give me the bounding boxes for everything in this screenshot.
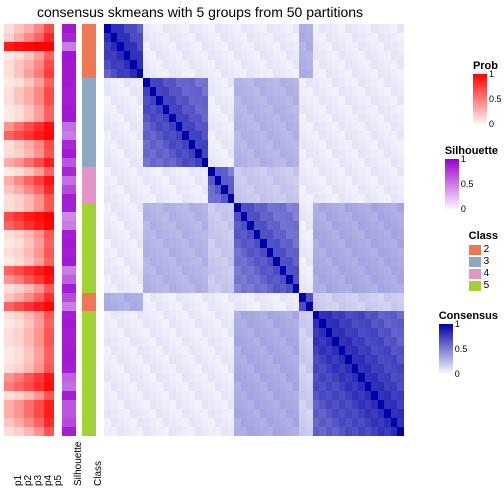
prob-column-p4	[34, 24, 44, 436]
legend-class: Class 2345	[469, 230, 498, 292]
legend-item-label: 4	[484, 268, 490, 279]
swatch	[469, 245, 481, 255]
prob-column-p3	[24, 24, 34, 436]
swatch	[469, 281, 481, 291]
tick-label: 1	[461, 155, 466, 164]
class-column	[82, 24, 96, 436]
legend-item-label: 3	[484, 256, 490, 267]
legend-title: Class	[469, 230, 498, 242]
legend-title: Prob	[473, 60, 498, 72]
legend-item: 4	[469, 268, 498, 279]
tick-label: 0.5	[461, 180, 474, 189]
tick-label: 1	[455, 320, 460, 329]
axis-label: Class	[93, 461, 104, 486]
colorbar: 10.50	[445, 159, 459, 209]
swatch	[469, 257, 481, 267]
tick-label: 0.5	[489, 95, 502, 104]
legend-item-label: 5	[484, 280, 490, 291]
colorbar: 10.50	[473, 74, 487, 124]
legend-title: Consensus	[439, 310, 498, 322]
tick-label: 0	[461, 205, 466, 214]
silhouette-column	[62, 24, 76, 436]
prob-column-p2	[14, 24, 24, 436]
colorbar: 10.50	[439, 324, 453, 374]
axis-label: Silhouette	[73, 442, 84, 486]
legend-silhouette: Silhouette 10.50	[445, 145, 498, 209]
legend-consensus: Consensus 10.50	[439, 310, 498, 374]
tick-label: 0	[455, 370, 460, 379]
legend-item: 5	[469, 280, 498, 291]
consensus-heatmap	[104, 24, 404, 436]
legend-item: 3	[469, 256, 498, 267]
tick-label: 1	[489, 70, 494, 79]
legend-item-label: 2	[484, 244, 490, 255]
prob-column-p1	[4, 24, 14, 436]
chart-title: consensus skmeans with 5 groups from 50 …	[0, 4, 400, 20]
swatch	[469, 269, 481, 279]
legend-prob: Prob 10.50	[473, 60, 498, 124]
legend-title: Silhouette	[445, 145, 498, 157]
tick-label: 0	[489, 120, 494, 129]
tick-label: 0.5	[455, 345, 468, 354]
legend-item: 2	[469, 244, 498, 255]
prob-column-p5	[44, 24, 54, 436]
axis-label: p5	[53, 475, 64, 486]
